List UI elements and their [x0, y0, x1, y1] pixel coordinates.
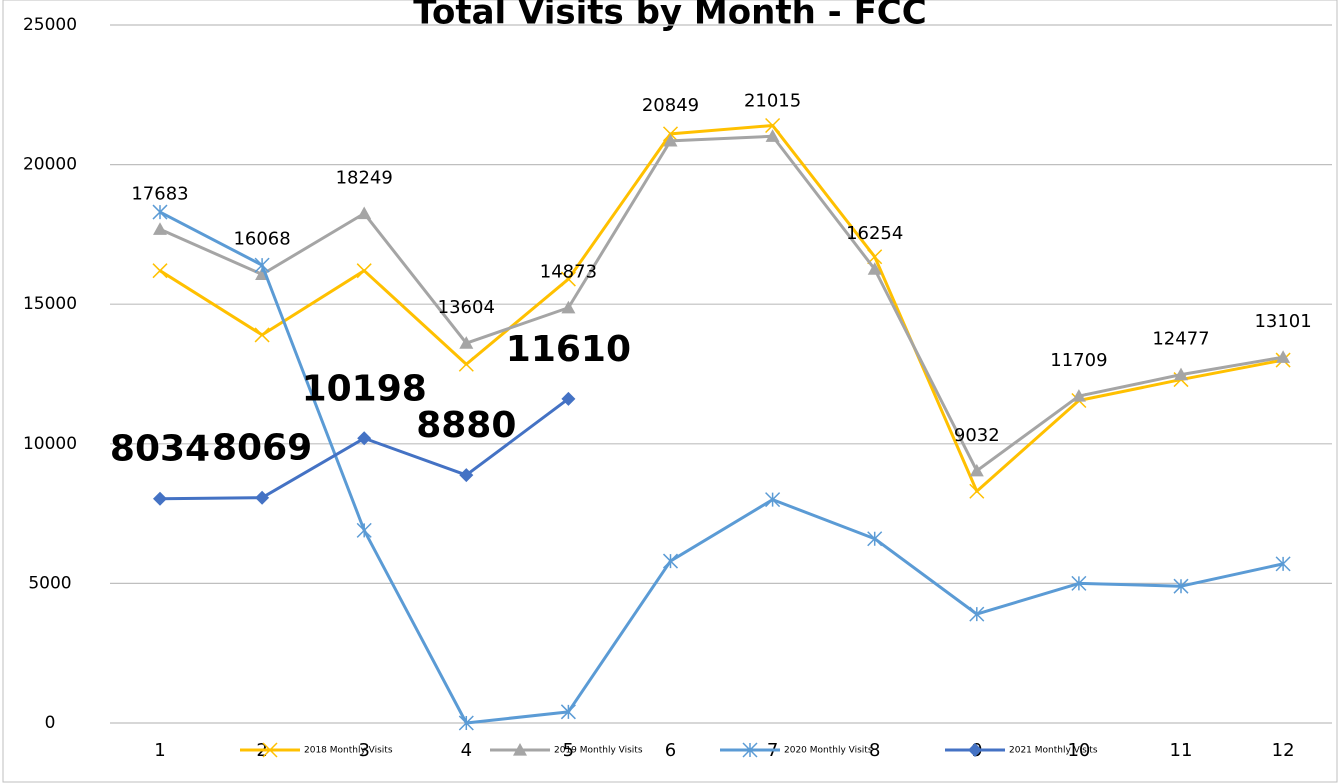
- x-tick-label: 4: [461, 740, 472, 761]
- legend-label: 2020 Monthly Visits: [784, 746, 873, 756]
- marker: [662, 126, 679, 142]
- marker: [458, 356, 474, 372]
- data-label: 13604: [438, 297, 495, 318]
- data-label: 17683: [131, 183, 188, 204]
- x-tick-label: 10: [1067, 740, 1090, 761]
- marker: [867, 531, 883, 547]
- data-label: 12477: [1152, 329, 1209, 350]
- x-tick-label: 12: [1272, 740, 1295, 761]
- marker: [1275, 556, 1291, 572]
- marker: [969, 463, 984, 477]
- data-label: 21015: [744, 90, 801, 111]
- data-label: 11610: [506, 329, 631, 370]
- marker: [662, 553, 679, 569]
- marker: [459, 468, 474, 483]
- legend-marker: [513, 743, 527, 756]
- legend-marker: [262, 742, 278, 758]
- marker: [1071, 575, 1087, 591]
- marker: [356, 522, 372, 538]
- marker: [254, 327, 270, 343]
- marker: [765, 117, 781, 134]
- data-label: 8880: [416, 405, 516, 446]
- x-tick-label: 6: [665, 740, 676, 761]
- marker: [459, 336, 474, 349]
- marker: [1173, 578, 1189, 594]
- data-label: 8069: [212, 428, 312, 469]
- data-label: 20849: [642, 95, 699, 116]
- legend-label: 2019 Monthly Visits: [554, 746, 643, 756]
- data-label: 16254: [846, 223, 903, 244]
- marker: [152, 204, 168, 220]
- y-tick-label: 0: [45, 713, 56, 733]
- marker: [560, 704, 576, 720]
- y-tick-label: 5000: [28, 573, 71, 593]
- data-label: 14873: [540, 262, 597, 283]
- marker: [255, 490, 270, 505]
- x-tick-label: 1: [154, 740, 165, 761]
- marker: [867, 262, 882, 275]
- legend-label: 2021 Monthly Visits: [1009, 746, 1098, 756]
- chart-title: Total Visits by Month - FCC: [413, 0, 926, 33]
- data-label: 13101: [1254, 311, 1311, 332]
- data-label: 8034: [110, 429, 210, 470]
- legend-marker: [968, 743, 982, 757]
- series-line: [159, 134, 1284, 473]
- marker: [560, 271, 576, 287]
- x-tick-label: 5: [563, 740, 574, 761]
- marker: [153, 491, 167, 506]
- x-tick-label: 11: [1170, 740, 1193, 761]
- data-label: 10198: [302, 368, 427, 409]
- x-tick-label: 3: [358, 740, 369, 761]
- marker: [357, 206, 372, 220]
- marker: [356, 263, 372, 279]
- y-tick-label: 25000: [23, 15, 77, 35]
- x-tick-label: 8: [869, 740, 880, 761]
- marker: [152, 263, 168, 279]
- series-line: [159, 210, 1284, 725]
- data-label: 11709: [1050, 350, 1107, 371]
- data-label: 16068: [233, 228, 290, 249]
- legend-label: 2018 Monthly Visits: [304, 746, 393, 756]
- data-label: 9032: [954, 425, 1000, 446]
- marker: [1071, 389, 1086, 402]
- marker: [765, 492, 781, 508]
- marker: [969, 606, 985, 622]
- legend-marker: [742, 742, 758, 758]
- y-tick-label: 20000: [23, 155, 77, 175]
- marker: [153, 222, 167, 235]
- data-label: 18249: [336, 167, 393, 188]
- marker: [254, 257, 270, 273]
- marker: [561, 300, 576, 314]
- marker: [561, 391, 576, 406]
- series-line: [159, 124, 1284, 493]
- marker: [1174, 367, 1188, 381]
- marker: [765, 129, 780, 142]
- y-tick-label: 10000: [23, 434, 77, 454]
- marker: [1276, 350, 1291, 363]
- marker: [663, 133, 678, 147]
- marker: [969, 483, 985, 499]
- marker: [357, 431, 372, 446]
- marker: [458, 715, 474, 731]
- y-tick-label: 15000: [23, 294, 77, 314]
